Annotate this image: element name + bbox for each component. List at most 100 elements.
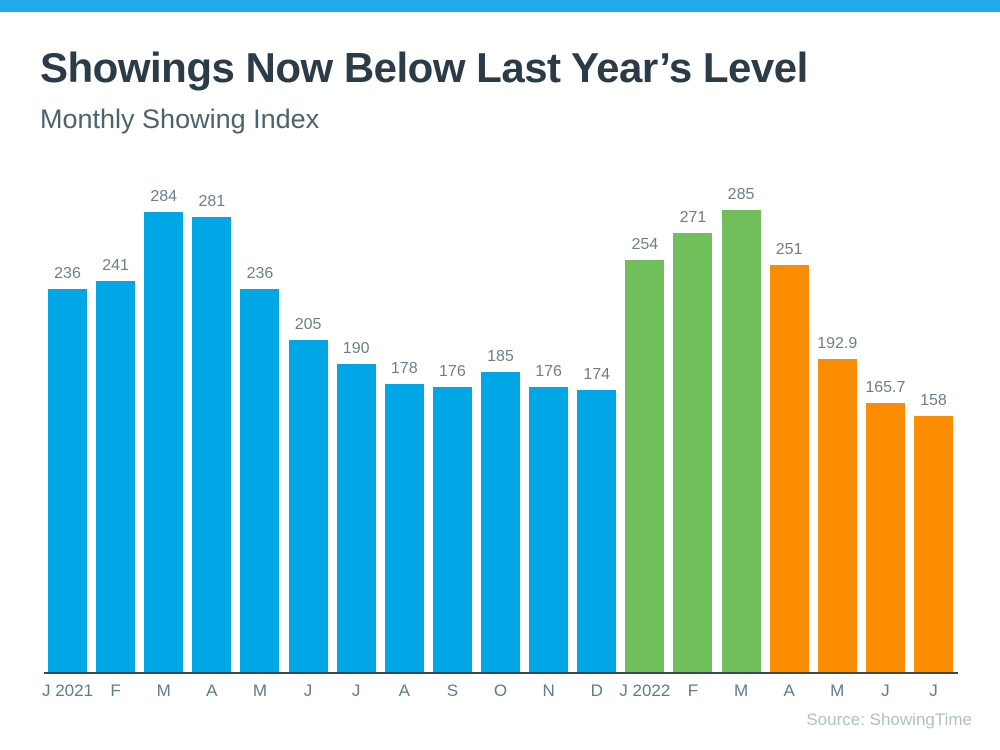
bar — [480, 372, 520, 672]
bar — [432, 386, 472, 672]
x-axis-tick-text: J — [351, 681, 361, 700]
bar — [192, 216, 232, 672]
bar — [384, 383, 424, 672]
x-axis-line — [44, 672, 958, 674]
source-attribution: Source: ShowingTime — [806, 710, 972, 729]
bar-column: 205 — [288, 210, 328, 672]
bar — [288, 339, 328, 672]
x-axis-tick-label: F — [96, 681, 135, 701]
x-axis-tick-text: J 2022 — [619, 681, 671, 700]
x-axis-tick-text: A — [783, 681, 795, 700]
bar-column: 236 — [240, 210, 280, 672]
bar-value-label: 178 — [390, 359, 418, 377]
bar-series: 236 241 284 281 236 205 190 178 176 185 176 174 254 2… — [48, 186, 953, 672]
bar-column: 271 — [673, 208, 713, 672]
bar-column: 236 — [48, 210, 87, 672]
bar-column: 281 — [192, 193, 232, 672]
bar-column: 178 — [384, 210, 424, 672]
bar-value-label: 284 — [150, 187, 178, 205]
bar-column: 251 — [769, 210, 809, 672]
x-axis-tick-text: F — [687, 681, 699, 700]
x-axis-tick-label: J — [866, 681, 905, 701]
bar-value-label: 185 — [487, 348, 514, 366]
bar — [721, 210, 761, 672]
bar-column: 284 — [144, 188, 184, 672]
bar — [769, 265, 809, 672]
bar-value-label: 192.9 — [817, 335, 858, 353]
bar-value-label: 165.7 — [865, 379, 906, 397]
bar-value-label: 236 — [54, 265, 81, 283]
bar-column: 185 — [480, 210, 520, 672]
bar — [240, 289, 280, 672]
x-axis-tick-label: A — [770, 681, 809, 701]
bar — [865, 403, 905, 672]
bar-column: 192.9 — [817, 210, 858, 672]
bar — [529, 386, 569, 672]
x-axis-tick-label: J — [289, 681, 328, 701]
x-axis-tick-text: F — [110, 681, 121, 700]
x-axis-tick-text: J — [303, 681, 313, 700]
x-axis-tick-text: J 2021 — [41, 681, 94, 700]
x-axis-tick-text: S — [446, 681, 459, 700]
bar-column: 285 — [721, 186, 761, 672]
x-axis-tick-text: J — [881, 681, 890, 700]
bar — [48, 289, 87, 672]
x-axis-tick-label: M — [722, 681, 761, 701]
x-axis-tick-text: D — [590, 681, 603, 700]
bar-value-label: 285 — [727, 186, 755, 203]
x-axis-tick-label: A — [385, 681, 424, 701]
bar-column: 190 — [336, 210, 376, 672]
page-title: Showings Now Below Last Year’s Level — [40, 44, 808, 91]
x-axis-tick-text: N — [542, 681, 555, 700]
bar — [144, 211, 184, 672]
x-axis-tick-label: M — [818, 681, 857, 701]
bar-column: 158 — [913, 210, 953, 672]
x-axis-tick-label: M — [240, 681, 279, 701]
bar-column: 254 — [625, 210, 665, 672]
x-axis-tick-text: A — [206, 681, 218, 700]
x-axis-tick-text: M — [156, 681, 171, 700]
bar — [96, 281, 136, 672]
page-subtitle: Monthly Showing Index — [40, 104, 320, 134]
bar-value-label: 241 — [102, 257, 129, 275]
x-axis-tick-text: A — [398, 681, 410, 700]
x-axis-tick-text: M — [252, 681, 268, 700]
bar-value-label: 281 — [198, 192, 226, 210]
x-axis-tick-label: J 2022 — [619, 681, 670, 701]
bar — [673, 232, 713, 672]
bar-column: 174 — [577, 210, 617, 672]
x-axis-tick-label: J — [914, 681, 953, 701]
x-axis-tick-label: N — [529, 681, 568, 701]
x-axis-tick-label: O — [481, 681, 520, 701]
bar-column: 165.7 — [865, 210, 906, 672]
bar — [625, 260, 665, 672]
bar-value-label: 176 — [535, 362, 562, 380]
bar-value-label: 271 — [679, 208, 707, 226]
x-axis-tick-label: J 2021 — [42, 681, 93, 701]
x-axis-tick-label: S — [433, 681, 472, 701]
top-accent-bar — [0, 0, 1000, 12]
x-axis-tick-labels: J 2021 F M A M J J A S O N D J 2022 F M A M J J — [42, 681, 953, 701]
bar-column: 176 — [432, 210, 472, 672]
bar-value-label: 158 — [920, 391, 947, 409]
x-axis-tick-label: F — [673, 681, 712, 701]
bar — [577, 389, 617, 672]
x-axis-tick-text: J — [929, 681, 938, 700]
x-axis-tick-text: M — [733, 681, 749, 700]
bar-value-label: 205 — [294, 315, 322, 333]
bar-column: 176 — [529, 210, 569, 672]
x-axis-tick-label: D — [577, 681, 616, 701]
bar-value-label: 254 — [631, 236, 659, 254]
x-axis-tick-text: O — [493, 681, 508, 700]
bar-value-label: 190 — [342, 340, 370, 357]
bar — [336, 364, 376, 672]
bar-value-label: 251 — [775, 241, 803, 259]
bar — [817, 359, 857, 672]
bar-value-label: 174 — [583, 365, 611, 383]
x-axis-tick-label: M — [144, 681, 183, 701]
x-axis-tick-label: A — [192, 681, 231, 701]
bar — [913, 415, 953, 672]
bar-value-label: 176 — [439, 362, 466, 380]
bar-column: 241 — [96, 210, 136, 672]
x-axis-tick-text: M — [830, 681, 845, 700]
